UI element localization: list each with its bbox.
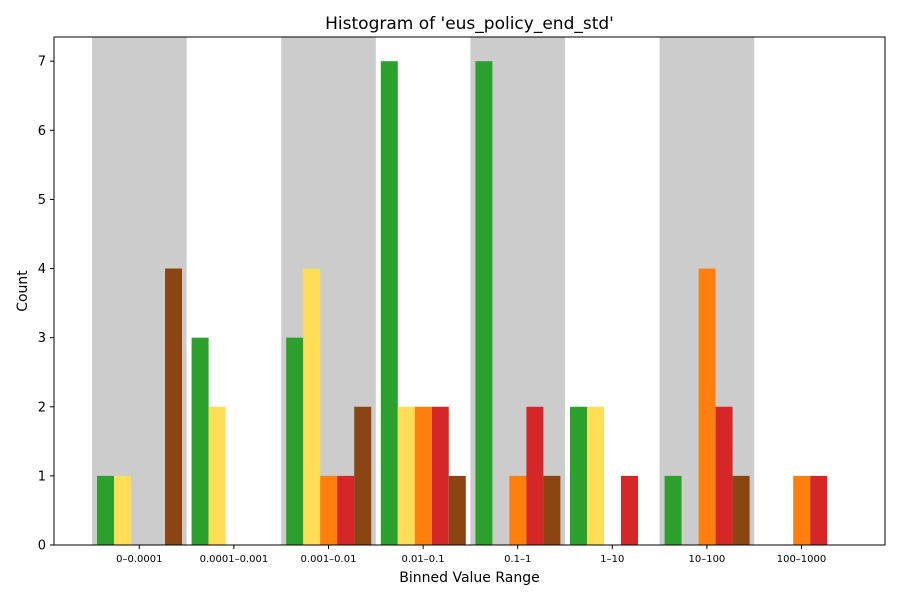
bar-series2-bin3 (414, 406, 432, 545)
y-tick-label-7: 7 (38, 55, 46, 70)
bar-series4-bin2 (354, 406, 372, 545)
y-tick-label-2: 2 (38, 400, 46, 415)
bars (97, 61, 828, 545)
bin-bands (92, 37, 755, 545)
chart-title: Histogram of 'eus_policy_end_std' (325, 14, 614, 34)
bar-series0-bin1 (191, 337, 209, 545)
x-axis-ticks: 0–0.0001 0.0001–0.001 0.001–0.01 0.01–0.1 0.… (116, 545, 826, 565)
bar-series3-bin4 (526, 406, 544, 545)
bar-series0-bin0 (97, 475, 114, 545)
x-tick-label-2: 0.001–0.01 (301, 554, 357, 565)
x-tick-label-7: 100–1000 (777, 554, 827, 565)
y-axis-label: Count (15, 270, 31, 312)
y-tick-label-1: 1 (38, 469, 46, 484)
x-tick-label-6: 10–100 (688, 554, 725, 565)
y-tick-label-4: 4 (38, 262, 46, 277)
bar-series0-bin4 (475, 61, 493, 545)
x-axis-label: Binned Value Range (399, 570, 539, 586)
bar-series3-bin2 (337, 475, 355, 545)
bar-series1-bin1 (208, 406, 226, 545)
y-tick-label-0: 0 (38, 539, 46, 554)
x-tick-label-3: 0.01–0.1 (402, 554, 445, 565)
bar-series1-bin2 (303, 268, 321, 545)
bar-series3-bin5 (621, 475, 638, 545)
bar-series4-bin6 (732, 475, 750, 545)
x-tick-label-0: 0–0.0001 (116, 554, 162, 565)
x-tick-label-5: 1–10 (600, 554, 624, 565)
y-tick-label-5: 5 (38, 193, 46, 208)
y-axis-ticks: 0 1 2 3 4 5 6 7 (38, 55, 54, 554)
bar-series1-bin5 (587, 406, 604, 545)
plot-frame (53, 36, 886, 546)
bar-series4-bin4 (543, 475, 561, 545)
y-tick-label-3: 3 (38, 331, 46, 346)
bar-series0-bin2 (286, 337, 304, 545)
bar-series4-bin0 (165, 268, 182, 545)
bar-series2-bin4 (509, 475, 527, 545)
bar-series1-bin0 (114, 475, 131, 545)
bar-series0-bin6 (664, 475, 682, 545)
bar-series2-bin2 (320, 475, 338, 545)
bar-series0-bin3 (380, 61, 398, 545)
bar-series3-bin6 (715, 406, 733, 545)
bar-series0-bin5 (570, 406, 587, 545)
bar-series2-bin7 (793, 475, 811, 545)
x-tick-label-1: 0.0001–0.001 (200, 554, 269, 565)
y-tick-label-6: 6 (38, 124, 46, 139)
x-tick-label-4: 0.1–1 (504, 554, 531, 565)
bar-series2-bin6 (698, 268, 716, 545)
bar-series3-bin3 (431, 406, 449, 545)
bar-series1-bin3 (397, 406, 415, 545)
bar-series4-bin3 (448, 475, 466, 545)
bar-series3-bin7 (810, 475, 828, 545)
